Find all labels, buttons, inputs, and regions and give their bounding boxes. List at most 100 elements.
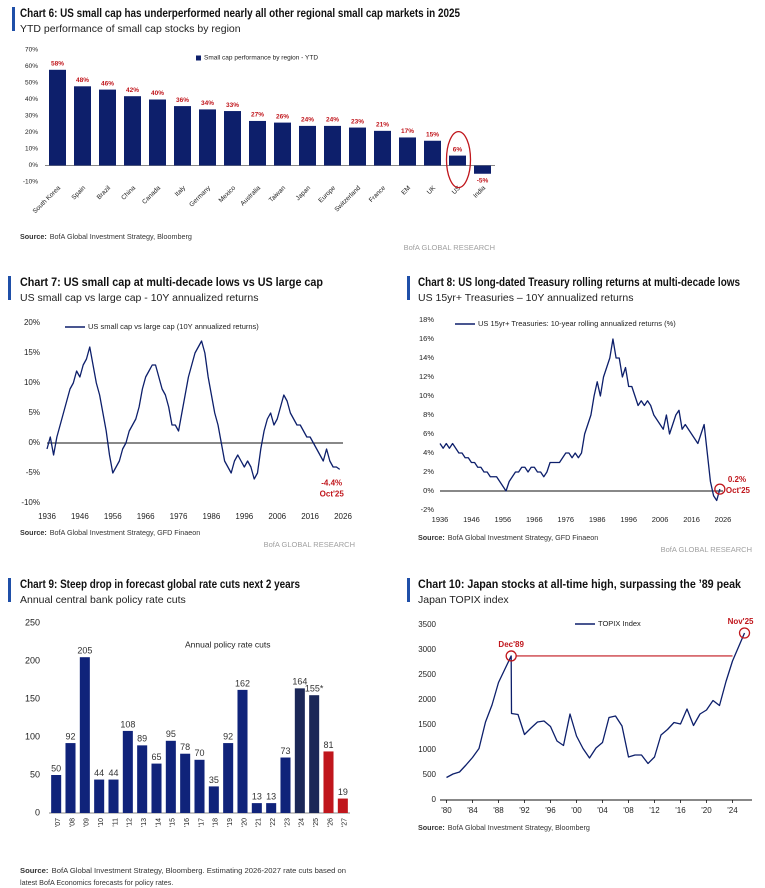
y-tick-label: 50 bbox=[30, 769, 40, 779]
footer: BofA GLOBAL RESEARCH bbox=[404, 243, 495, 252]
y-tick-label: 100 bbox=[25, 731, 40, 741]
x-tick-label: '96 bbox=[545, 806, 556, 815]
bar bbox=[149, 99, 166, 166]
legend-label: US small cap vs large cap (10Y annualize… bbox=[88, 322, 259, 331]
line-series bbox=[439, 338, 721, 502]
value-label: 27% bbox=[251, 112, 264, 119]
x-tick-label: '20 bbox=[701, 806, 712, 815]
annotation: Nov'25 bbox=[728, 617, 754, 626]
y-tick-label: 3500 bbox=[418, 620, 436, 629]
bar bbox=[237, 689, 248, 813]
source-label: Source: bbox=[418, 533, 445, 542]
bar bbox=[165, 740, 176, 813]
x-tick-label: '84 bbox=[467, 806, 478, 815]
value-label: 46% bbox=[101, 80, 114, 87]
y-tick-label: 8% bbox=[423, 410, 434, 419]
annotation: Dec'89 bbox=[498, 640, 524, 649]
highlight-circle bbox=[738, 627, 751, 639]
chart-subtitle: US 15yr+ Treasuries – 10Y annualized ret… bbox=[418, 292, 633, 304]
y-tick-label: 12% bbox=[419, 372, 434, 381]
source-note: latest BofA Economics forecasts for poli… bbox=[20, 878, 173, 887]
annotation: 0.2% bbox=[728, 475, 746, 484]
x-tick-label: '27 bbox=[342, 818, 349, 827]
bar bbox=[224, 111, 241, 166]
source-note: Source: BofA Global Investment Strategy, … bbox=[20, 866, 346, 875]
value-label: 92 bbox=[223, 731, 233, 741]
source-label: Source: bbox=[20, 528, 47, 537]
x-tick-label: '21 bbox=[256, 818, 263, 827]
y-tick-label: 40% bbox=[25, 96, 38, 103]
x-tick-label: UK bbox=[426, 184, 438, 196]
x-tick-label: 1956 bbox=[495, 515, 512, 524]
x-tick-label: 1966 bbox=[526, 515, 543, 524]
bar bbox=[180, 753, 191, 813]
y-tick-label: 1500 bbox=[418, 720, 436, 729]
source-text: BofA Global Investment Strategy, GFD Fin… bbox=[50, 528, 200, 537]
value-label: 26% bbox=[276, 113, 289, 120]
bar bbox=[174, 106, 191, 166]
value-label: 21% bbox=[376, 122, 389, 129]
bar bbox=[294, 688, 305, 813]
bar bbox=[79, 657, 90, 813]
chart-title: Chart 8: US long-dated Treasury rolling … bbox=[418, 277, 740, 289]
x-tick-label: 2026 bbox=[715, 515, 732, 524]
bar bbox=[94, 779, 105, 813]
value-label: 44 bbox=[108, 768, 118, 778]
value-label: 205 bbox=[77, 646, 92, 656]
chart-title: Chart 7: US small cap at multi-decade lo… bbox=[20, 277, 323, 289]
legend-label: Small cap performance by region - YTD bbox=[204, 55, 318, 62]
x-tick-label: '00 bbox=[571, 806, 582, 815]
x-tick-label: '12 bbox=[127, 818, 134, 827]
y-tick-label: 60% bbox=[25, 63, 38, 70]
value-label: 17% bbox=[401, 128, 414, 135]
title-accent bbox=[8, 276, 11, 300]
y-tick-label: 1000 bbox=[418, 745, 436, 754]
value-label: 162 bbox=[235, 678, 250, 688]
y-tick-label: 0 bbox=[432, 795, 437, 804]
value-label: 92 bbox=[65, 731, 75, 741]
y-tick-label: 16% bbox=[419, 334, 434, 343]
x-tick-label: 1966 bbox=[137, 512, 155, 521]
x-tick-label: '80 bbox=[441, 806, 452, 815]
bar bbox=[108, 779, 119, 813]
bar bbox=[449, 155, 466, 166]
x-tick-label: '88 bbox=[493, 806, 504, 815]
x-tick-label: '19 bbox=[227, 818, 234, 827]
legend-label: TOPIX Index bbox=[598, 619, 641, 628]
x-tick-label: '08 bbox=[69, 818, 76, 827]
footer: BofA GLOBAL RESEARCH bbox=[661, 545, 752, 554]
highlight-circle bbox=[445, 130, 472, 189]
y-tick-label: 18% bbox=[419, 315, 434, 324]
bar bbox=[199, 109, 216, 166]
value-label: 15% bbox=[426, 131, 439, 138]
chart-subtitle: Japan TOPIX index bbox=[418, 594, 509, 606]
value-label: 108 bbox=[120, 719, 135, 729]
y-tick-label: -2% bbox=[421, 505, 435, 514]
title-accent bbox=[12, 7, 15, 31]
x-tick-label: '25 bbox=[313, 818, 320, 827]
y-tick-label: 3000 bbox=[418, 645, 436, 654]
value-label: 24% bbox=[326, 117, 339, 124]
x-tick-label: '16 bbox=[184, 818, 191, 827]
bar bbox=[99, 89, 116, 166]
y-tick-label: 0 bbox=[35, 807, 40, 817]
x-tick-label: '09 bbox=[84, 818, 91, 827]
x-tick-label: '18 bbox=[213, 818, 220, 827]
source-text: BofA Global Investment Strategy, Bloombe… bbox=[448, 823, 590, 832]
bar bbox=[280, 757, 291, 813]
y-tick-label: 4% bbox=[423, 448, 434, 457]
bar bbox=[349, 127, 366, 166]
annotation: Oct'25 bbox=[320, 490, 345, 499]
value-label: 13 bbox=[266, 791, 276, 801]
y-tick-label: -10% bbox=[21, 498, 40, 507]
line-series bbox=[46, 340, 341, 480]
y-tick-label: 6% bbox=[423, 429, 434, 438]
x-tick-label: '26 bbox=[327, 818, 334, 827]
source-note: Source: BofA Global Investment Strategy, … bbox=[418, 823, 590, 832]
source-text: BofA Global Investment Strategy, GFD Fin… bbox=[448, 533, 598, 542]
source-label: Source: bbox=[20, 232, 47, 241]
y-tick-label: 5% bbox=[28, 408, 40, 417]
